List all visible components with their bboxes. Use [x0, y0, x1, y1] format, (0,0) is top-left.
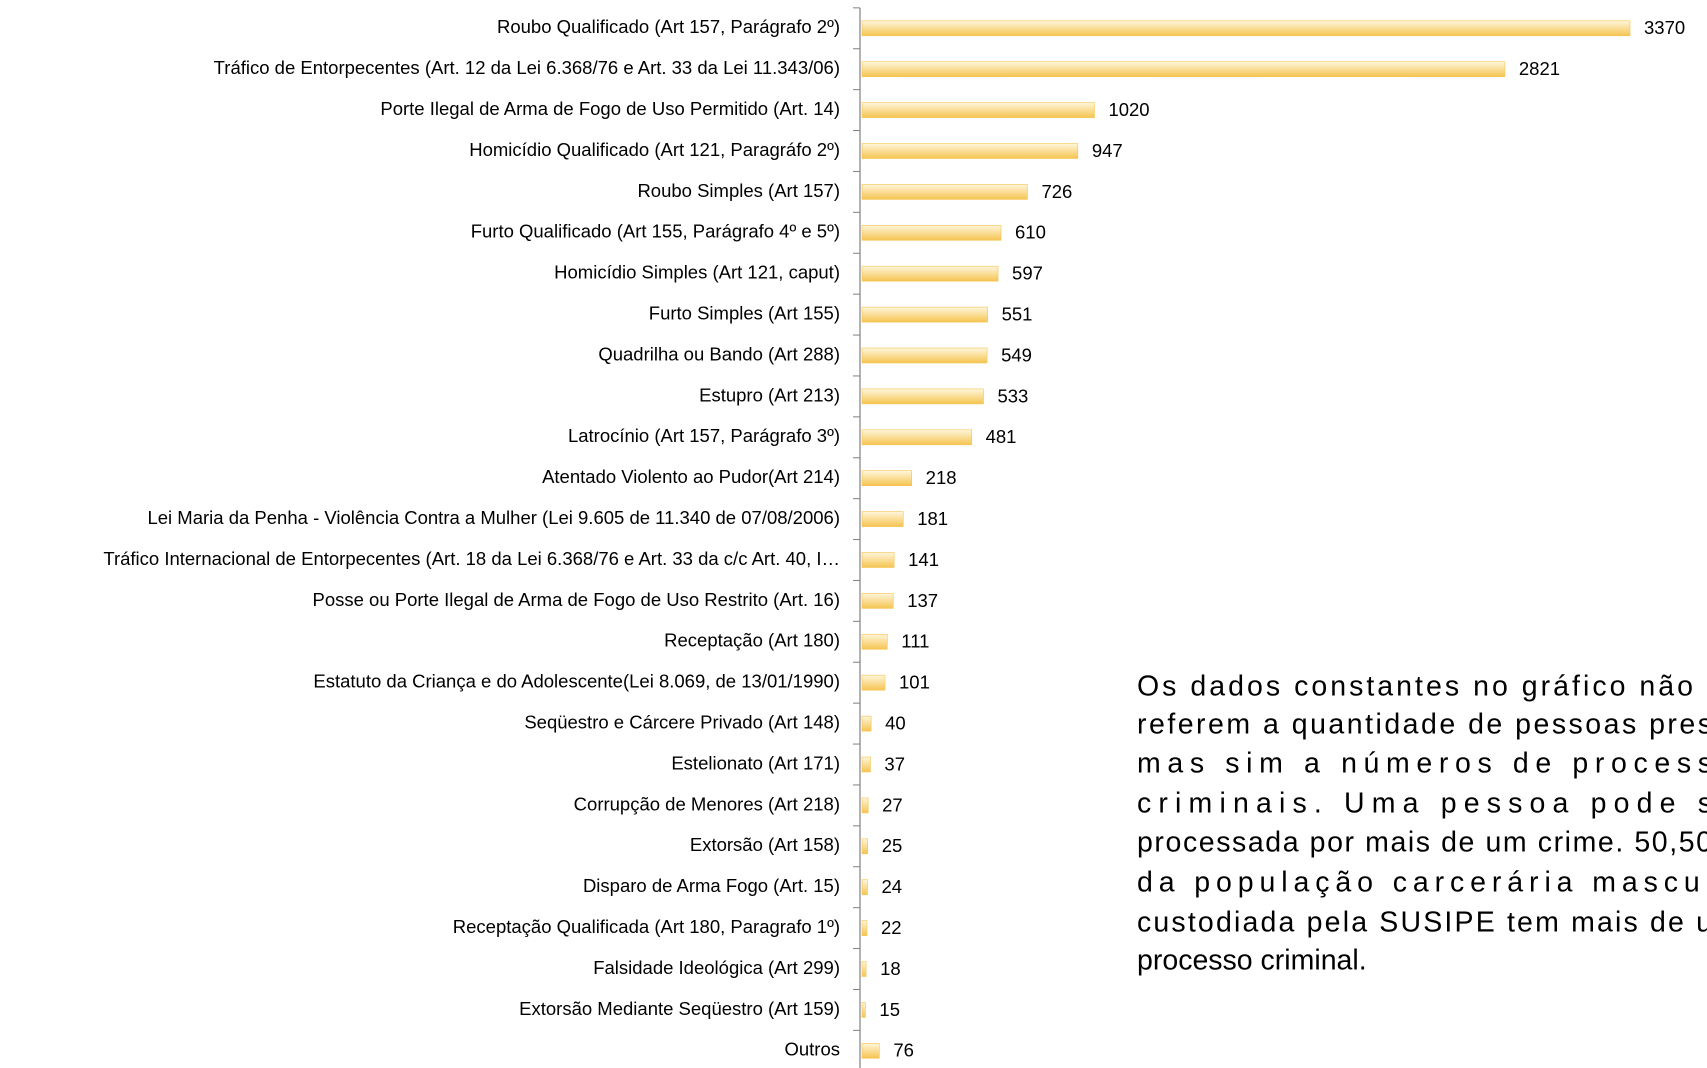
category-label: Extorsão Mediante Seqüestro (Art 159)	[519, 998, 840, 1019]
value-label: 18	[880, 958, 901, 979]
note-line: processo criminal.	[1137, 945, 1367, 977]
value-label: 25	[882, 835, 903, 856]
value-label: 2821	[1519, 58, 1560, 79]
category-label: Latrocínio (Art 157, Parágrafo 3º)	[568, 425, 840, 446]
value-label: 610	[1015, 222, 1046, 243]
bar	[861, 265, 999, 282]
category-label: Estelionato (Art 171)	[671, 752, 840, 773]
category-label: Estupro (Art 213)	[699, 384, 840, 405]
category-label: Roubo Qualificado (Art 157, Parágrafo 2º…	[497, 16, 840, 37]
category-label: Roubo Simples (Art 157)	[637, 180, 840, 201]
category-label: Tráfico Internacional de Entorpecentes (…	[103, 548, 840, 569]
value-label: 218	[926, 467, 957, 488]
value-label: 549	[1001, 344, 1032, 365]
category-label: Lei Maria da Penha - Violência Contra a …	[147, 507, 840, 528]
value-label: 533	[997, 385, 1028, 406]
note-line: Os dados constantes no gráfico não	[1137, 671, 1693, 703]
category-label: Furto Qualificado (Art 155, Parágrafo 4º…	[471, 221, 840, 242]
value-label: 181	[917, 508, 948, 529]
category-label: Furto Simples (Art 155)	[649, 302, 840, 323]
note-line: processada por mais de um crime. 50,50	[1137, 827, 1707, 859]
value-label: 481	[986, 426, 1017, 447]
value-label: 111	[901, 631, 929, 652]
value-label: 597	[1012, 263, 1043, 284]
value-label: 76	[893, 1040, 914, 1061]
category-label: Atentado Violento ao Pudor(Art 214)	[542, 466, 840, 487]
bar	[861, 511, 904, 527]
note-line: referem a quantidade de pessoas pres	[1137, 709, 1707, 741]
category-label: Estatuto da Criança e do Adolescente(Lei…	[313, 671, 840, 692]
category-label: Seqüestro e Cárcere Privado (Art 148)	[524, 711, 840, 732]
value-label: 37	[884, 753, 905, 774]
bar	[861, 388, 984, 405]
category-label: Receptação (Art 180)	[664, 630, 840, 651]
value-label: 27	[882, 794, 903, 815]
note-line: criminais. Uma pessoa pode s	[1137, 788, 1707, 820]
bar	[861, 715, 872, 732]
value-label: 22	[881, 917, 902, 938]
note-line: mas sim a números de process	[1137, 748, 1707, 780]
value-label: 15	[879, 999, 900, 1020]
category-label: Falsidade Ideológica (Art 299)	[593, 957, 840, 978]
value-label: 726	[1041, 181, 1072, 202]
bar	[861, 838, 868, 855]
value-label: 1020	[1108, 99, 1149, 120]
bar	[861, 429, 972, 446]
category-label: Homicídio Qualificado (Art 121, Paragráf…	[469, 139, 840, 160]
category-label: Homicídio Simples (Art 121, caput)	[554, 262, 840, 283]
bar	[861, 797, 869, 814]
bar	[861, 756, 871, 773]
category-label: Extorsão (Art 158)	[690, 834, 840, 855]
category-label: Porte Ilegal de Arma de Fogo de Uso Perm…	[380, 98, 840, 119]
value-label: 3370	[1644, 17, 1685, 38]
bar	[861, 347, 988, 364]
category-label: Quadrilha ou Bando (Art 288)	[598, 343, 840, 364]
bar	[861, 225, 1002, 241]
category-label: Receptação Qualificada (Art 180, Paragra…	[453, 916, 840, 937]
bar	[861, 674, 886, 691]
value-label: 947	[1092, 140, 1123, 161]
bar	[861, 61, 1506, 78]
bar	[861, 552, 895, 568]
category-label: Corrupção de Menores (Art 218)	[574, 793, 840, 814]
category-label: Posse ou Porte Ilegal de Arma de Fogo de…	[312, 589, 840, 610]
bar	[861, 593, 894, 609]
bar	[861, 20, 1631, 37]
note-line: custodiada pela SUSIPE tem mais de u	[1137, 907, 1707, 939]
value-label: 101	[899, 672, 930, 693]
bar	[861, 633, 888, 650]
category-label: Disparo de Arma Fogo (Art. 15)	[583, 875, 840, 896]
bar	[861, 470, 912, 487]
value-label: 137	[907, 590, 938, 611]
bar	[861, 306, 988, 323]
category-label: Outros	[784, 1039, 840, 1060]
bar	[861, 1043, 880, 1059]
bar	[861, 102, 1095, 118]
value-label: 551	[1002, 303, 1033, 324]
value-label: 40	[885, 712, 906, 733]
category-label: Tráfico de Entorpecentes (Art. 12 da Lei…	[214, 57, 840, 78]
bar	[861, 961, 867, 977]
value-label: 24	[881, 876, 902, 897]
note-line: da população carcerária mascul	[1137, 867, 1707, 899]
value-label: 141	[908, 549, 939, 570]
bar	[861, 143, 1079, 159]
bar	[861, 1002, 866, 1018]
bar	[861, 879, 868, 896]
bar	[861, 184, 1028, 200]
bar	[861, 920, 868, 936]
